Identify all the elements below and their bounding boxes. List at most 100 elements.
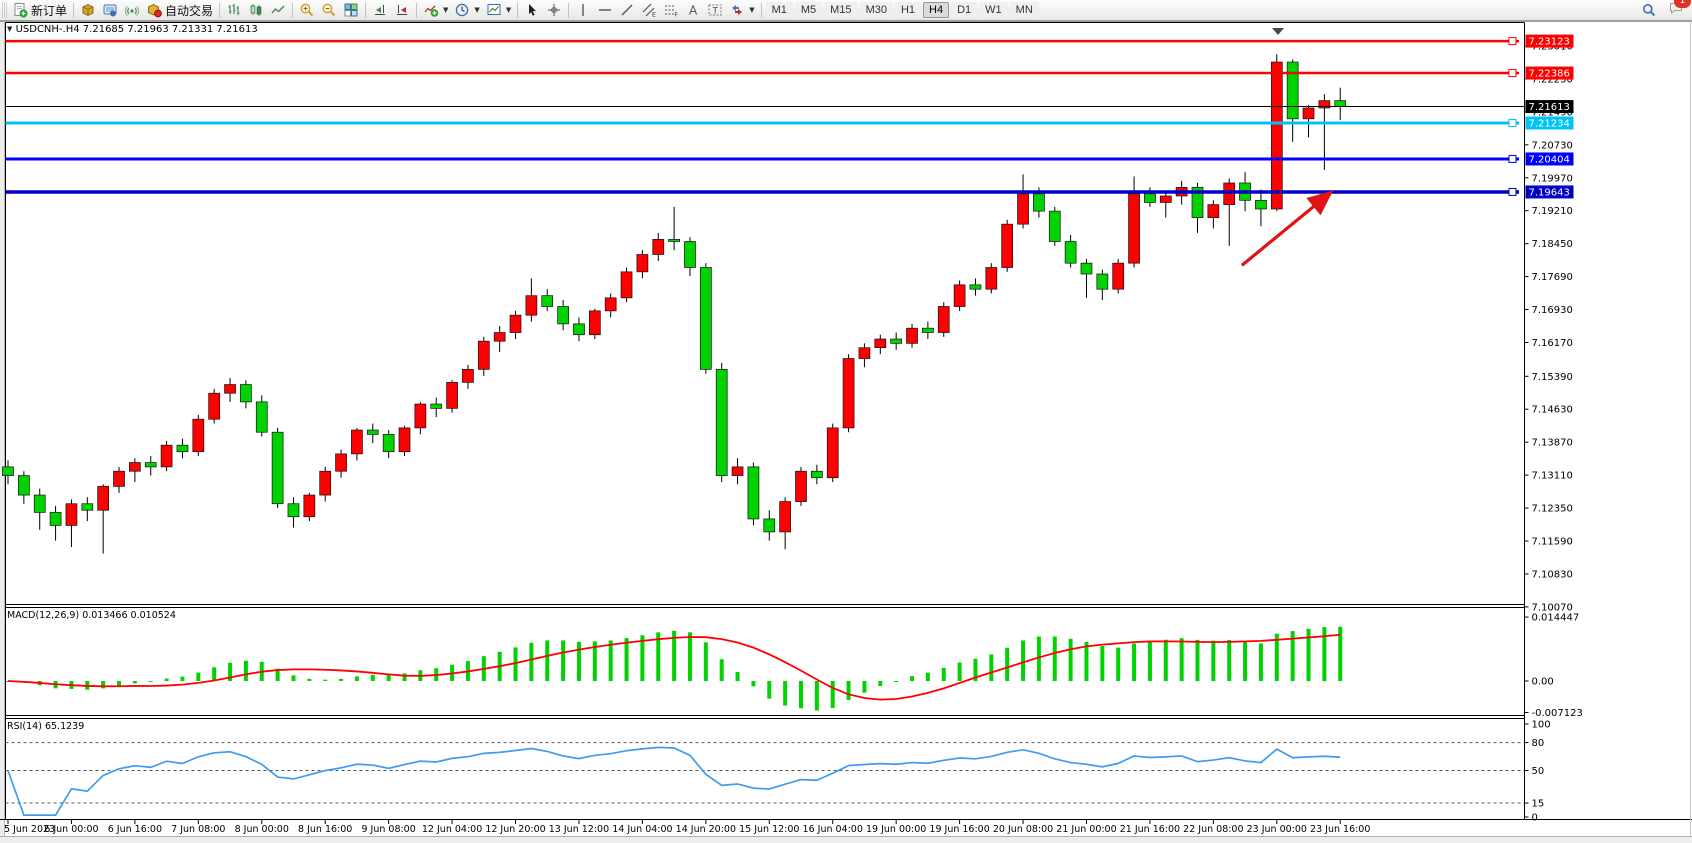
svg-text:E: E <box>652 12 656 19</box>
add-indicator-icon <box>424 5 439 17</box>
trendline-tool-button[interactable] <box>616 1 638 19</box>
price-badge-7.22386: 7.22386 <box>1525 66 1574 80</box>
bar-chart-mode-button[interactable] <box>223 1 245 19</box>
chart-shift-button[interactable] <box>391 1 413 19</box>
chart-shift-marker-icon[interactable] <box>1272 28 1284 35</box>
svg-text:50: 50 <box>1532 766 1545 777</box>
notifications-button[interactable]: 1 <box>1668 0 1691 20</box>
arrows-tool-button[interactable]: ▼ <box>726 1 757 19</box>
text-label-icon: T <box>708 4 722 17</box>
channel-tool-button[interactable]: E <box>638 1 660 19</box>
horizontal-line-tool-button[interactable] <box>594 1 616 19</box>
zoom-in-button[interactable] <box>296 1 318 19</box>
line-chart-mode-button[interactable] <box>267 1 289 19</box>
zoom-out-icon <box>322 3 336 17</box>
macd-values: 0.013466 0.010524 <box>82 610 176 621</box>
macd-name: MACD(12,26,9) <box>7 610 80 621</box>
svg-text:7.23123: 7.23123 <box>1529 37 1570 48</box>
cursor-tool-button[interactable] <box>521 1 543 19</box>
line-chart-icon <box>271 5 285 14</box>
toolbar-separator <box>292 2 294 18</box>
price-badge-7.23123: 7.23123 <box>1525 34 1574 48</box>
crosshair-icon <box>548 4 561 16</box>
svg-text:7.20404: 7.20404 <box>1529 154 1570 165</box>
fibonacci-tool-button[interactable]: F <box>660 1 682 19</box>
auto-scroll-button[interactable] <box>369 1 391 19</box>
template-icon <box>487 4 501 15</box>
timeframe-button-h1[interactable]: H1 <box>894 2 922 18</box>
zoom-out-button[interactable] <box>318 1 340 19</box>
symbol-ohlc-values: 7.21685 7.21963 7.21331 7.21613 <box>82 24 258 35</box>
svg-text:16 Jun 04:00: 16 Jun 04:00 <box>803 824 863 835</box>
svg-text:6 Jun 16:00: 6 Jun 16:00 <box>108 824 162 835</box>
svg-text:7.19210: 7.19210 <box>1532 206 1573 217</box>
trendline-icon <box>621 4 633 16</box>
svg-text:22 Jun 08:00: 22 Jun 08:00 <box>1183 824 1243 835</box>
search-icon <box>1643 4 1656 17</box>
search-button[interactable] <box>1638 1 1660 19</box>
timeframe-button-h4[interactable]: H4 <box>923 2 950 18</box>
tile-windows-button[interactable] <box>340 1 362 19</box>
toolbar-grip[interactable] <box>2 2 7 18</box>
cursor-arrow-icon <box>529 4 537 16</box>
svg-text:T: T <box>712 7 719 17</box>
toolbar-separator <box>416 2 418 18</box>
terminal-icon <box>103 4 117 17</box>
candlestick-icon <box>250 4 262 16</box>
signals-button[interactable] <box>121 1 143 19</box>
new-order-label: 新订单 <box>31 3 68 18</box>
hline-object-7.23123[interactable] <box>5 37 1520 46</box>
svg-text:F: F <box>675 12 679 19</box>
indicators-button[interactable]: ▼ <box>420 1 451 19</box>
rsi-value: 65.1239 <box>44 721 85 732</box>
trend-arrow-annotation[interactable] <box>1240 190 1334 267</box>
macd-indicator-label: MACD(12,26,9) 0.013466 0.010524 <box>7 610 176 621</box>
vertical-line-tool-button[interactable] <box>572 1 594 19</box>
timeframe-button-m30[interactable]: M30 <box>859 2 893 18</box>
toolbar-right-group: 1 <box>1638 0 1691 20</box>
symbol-dropdown-caret-icon[interactable]: ▼ <box>7 25 13 33</box>
timeframe-button-m5[interactable]: M5 <box>794 2 823 18</box>
tile-windows-icon <box>344 3 358 17</box>
timeframe-button-m1[interactable]: M1 <box>765 2 793 18</box>
price-badge-7.21234: 7.21234 <box>1525 116 1574 130</box>
candlestick-series <box>2 54 1347 554</box>
candlestick-mode-button[interactable] <box>245 1 267 19</box>
templates-button[interactable]: ▼ <box>483 1 514 19</box>
macd-histogram <box>6 626 1343 711</box>
hline-object-7.19643[interactable] <box>5 187 1520 196</box>
text-tool-button[interactable]: A <box>682 1 704 19</box>
timeframe-button-m15[interactable]: M15 <box>824 2 858 18</box>
hline-object-7.21234[interactable] <box>5 118 1520 127</box>
price-badge-7.20404: 7.20404 <box>1525 152 1574 166</box>
hline-object-7.22386[interactable] <box>5 69 1520 78</box>
macd-axis: 0.014447 0.00 -0.007123 <box>1524 613 1583 719</box>
signal-waves-icon <box>124 5 140 17</box>
vertical-line-icon <box>582 4 584 16</box>
equidistant-channel-icon: E <box>642 3 656 19</box>
hline-object-7.20404[interactable] <box>5 154 1520 163</box>
new-order-button[interactable]: 新订单 <box>9 1 70 19</box>
crosshair-tool-button[interactable] <box>543 1 565 19</box>
timeframe-button-w1[interactable]: W1 <box>979 2 1008 18</box>
svg-text:23 Jun 16:00: 23 Jun 16:00 <box>1310 824 1370 835</box>
navigator-button[interactable] <box>99 1 121 19</box>
timeframe-button-d1[interactable]: D1 <box>951 2 978 18</box>
text-label-tool-button[interactable]: T <box>704 1 726 19</box>
svg-text:21 Jun 16:00: 21 Jun 16:00 <box>1120 824 1180 835</box>
rsi-line <box>7 746 1341 816</box>
svg-text:7.22386: 7.22386 <box>1529 69 1570 80</box>
svg-text:7.12350: 7.12350 <box>1532 504 1573 515</box>
periods-button[interactable]: ▼ <box>451 1 482 19</box>
horizontal-line-icon <box>599 9 612 11</box>
auto-trading-button[interactable]: 自动交易 <box>143 1 216 19</box>
svg-text:0.00: 0.00 <box>1532 677 1554 688</box>
arrow-objects-icon <box>732 5 743 15</box>
toolbar-separator <box>517 2 519 18</box>
svg-text:14 Jun 04:00: 14 Jun 04:00 <box>612 824 672 835</box>
svg-text:7.19970: 7.19970 <box>1532 173 1573 184</box>
market-watch-button[interactable] <box>77 1 99 19</box>
timeframe-button-mn[interactable]: MN <box>1009 2 1039 18</box>
